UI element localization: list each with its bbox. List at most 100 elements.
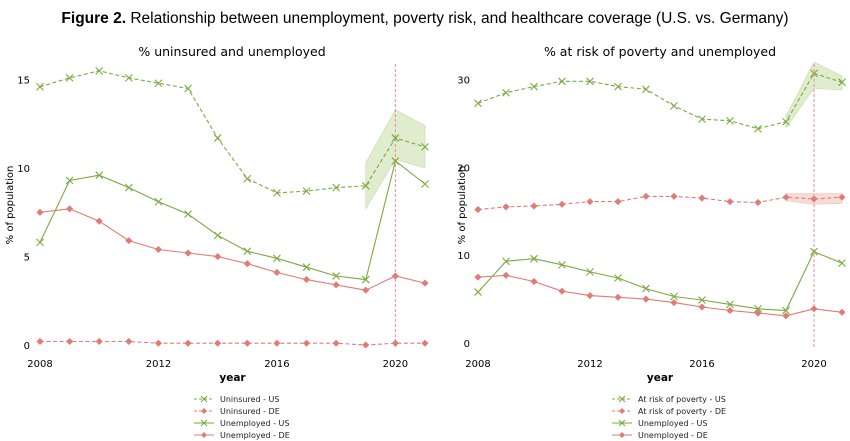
data-point	[586, 291, 594, 300]
y-tick-label: 10	[17, 164, 30, 175]
y-axis-label: % of population	[457, 166, 468, 245]
figure-label: Figure 2.	[61, 10, 127, 27]
x-axis-label: year	[647, 372, 674, 384]
series-line	[39, 208, 426, 291]
data-point	[614, 197, 622, 206]
legend-label: At risk of poverty - US	[638, 395, 726, 404]
data-point	[530, 82, 538, 91]
data-point	[726, 306, 734, 315]
data-point	[332, 183, 341, 192]
data-point	[184, 249, 192, 257]
data-point	[421, 339, 429, 347]
legend-marker	[618, 395, 626, 403]
y-tick-label: 15	[17, 76, 30, 87]
data-point	[332, 281, 340, 289]
data-point	[838, 193, 846, 201]
data-point	[698, 115, 706, 123]
data-point	[474, 205, 482, 214]
legend: Uninsured - US Uninsured - DE Unemployed -…	[194, 395, 290, 440]
data-point	[642, 192, 650, 201]
data-point	[530, 254, 538, 263]
data-point	[302, 187, 311, 196]
data-point	[642, 85, 650, 94]
data-point	[810, 305, 818, 313]
data-point	[302, 339, 311, 347]
legend-label: Uninsured - US	[220, 395, 279, 404]
x-tick-label: 2012	[577, 359, 602, 370]
data-point	[838, 308, 846, 316]
data-point	[213, 231, 222, 240]
x-tick-label: 2020	[801, 359, 826, 370]
data-point	[273, 268, 281, 277]
series-line	[477, 274, 843, 317]
data-point	[670, 192, 678, 201]
data-point	[502, 271, 510, 280]
data-point	[421, 180, 429, 188]
data-point	[810, 69, 818, 78]
y-axis-label: % of population	[5, 166, 16, 245]
series-line	[39, 160, 426, 281]
data-point	[184, 339, 192, 347]
data-point	[154, 245, 163, 254]
data-point	[273, 339, 281, 347]
data-point	[614, 293, 622, 301]
data-point	[558, 77, 566, 86]
legend-label: At risk of poverty - DE	[638, 407, 726, 416]
data-point	[586, 197, 594, 206]
data-point	[65, 74, 74, 82]
y-tick-label: 30	[457, 76, 470, 87]
data-point	[586, 267, 594, 276]
legend-marker	[200, 419, 208, 427]
legend: At risk of poverty - US At risk of povert…	[612, 395, 726, 440]
data-point	[243, 339, 251, 347]
data-point	[614, 274, 622, 282]
data-point	[243, 247, 252, 256]
data-point	[361, 181, 370, 190]
data-point	[184, 84, 192, 93]
data-point	[810, 247, 818, 256]
legend-marker	[619, 432, 625, 438]
legend-label: Unemployed - US	[638, 419, 707, 428]
data-point	[558, 260, 566, 269]
data-point	[391, 272, 400, 280]
figure-title: Figure 2. Relationship between unemploym…	[0, 10, 850, 28]
data-point	[36, 82, 44, 91]
series-line	[39, 70, 426, 194]
data-point	[273, 188, 281, 197]
data-point	[474, 273, 482, 281]
data-point	[302, 275, 311, 284]
data-point	[273, 254, 281, 263]
data-point	[362, 341, 370, 349]
data-point	[754, 304, 762, 313]
chart-title: % uninsured and unemployed	[138, 44, 325, 59]
data-point	[332, 272, 341, 280]
data-point	[65, 176, 74, 185]
data-point	[391, 339, 400, 347]
y-tick-label: 0	[24, 341, 30, 352]
chart-panel-1: % uninsured and unemployed % of populatio…	[5, 44, 429, 440]
data-point	[95, 337, 103, 346]
x-tick-label: 2008	[27, 359, 52, 370]
data-point	[642, 284, 650, 293]
data-point	[214, 252, 222, 261]
legend-marker	[618, 419, 626, 427]
data-point	[243, 174, 252, 183]
data-point	[124, 183, 133, 192]
x-tick-label: 2016	[689, 359, 714, 370]
data-point	[65, 337, 74, 346]
data-point	[421, 279, 429, 287]
data-point	[125, 236, 133, 245]
data-point	[421, 143, 429, 151]
legend-label: Unemployed - US	[220, 419, 289, 428]
legend-label: Unemployed - DE	[638, 431, 708, 440]
data-point	[154, 339, 163, 347]
series-line	[477, 250, 843, 312]
data-point	[214, 339, 222, 347]
data-point	[614, 82, 622, 91]
x-tick-label: 2008	[465, 359, 490, 370]
data-point	[502, 203, 510, 211]
data-point	[36, 238, 44, 247]
figure-title-text: Relationship between unemployment, pover…	[130, 10, 789, 27]
data-point	[754, 124, 762, 133]
data-point	[782, 193, 790, 201]
